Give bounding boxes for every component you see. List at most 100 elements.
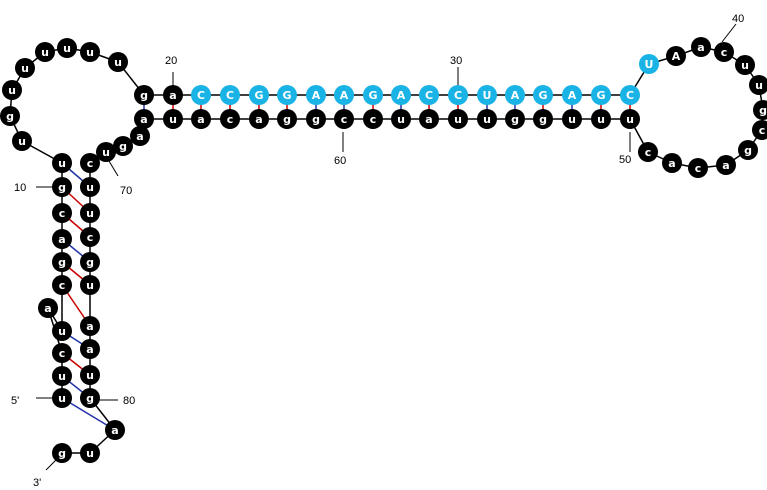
- nucleotide-letter: c: [227, 113, 234, 126]
- nucleotide-circle: [277, 85, 297, 105]
- nucleotide-letter: g: [86, 392, 94, 405]
- label-80: 80: [123, 395, 135, 407]
- nucleotide-28: G: [363, 85, 383, 105]
- nucleotide-letter: u: [454, 113, 462, 126]
- label-60: 60: [334, 155, 346, 167]
- nucleotide-circle: [163, 109, 183, 129]
- nucleotide-circle: [191, 109, 211, 129]
- nucleotide-circle: [52, 388, 72, 408]
- nucleotide-letter: A: [397, 89, 406, 102]
- nucleotide-circle: [620, 109, 640, 129]
- nucleotide-13: g: [0, 106, 20, 126]
- nucleotide-letter: A: [312, 89, 321, 102]
- nucleotide-circle: [662, 153, 682, 173]
- nucleotide-circle: [96, 142, 116, 162]
- nucleotide-79: a: [80, 339, 100, 359]
- nucleotide-circle: [80, 388, 100, 408]
- tick-40: [721, 23, 737, 43]
- base-pair-layer: [61, 95, 631, 431]
- nucleotide-letter: a: [668, 157, 675, 170]
- nucleotide-letter: u: [86, 369, 94, 382]
- nucleotide-letter: u: [86, 46, 94, 59]
- nucleotide-45: c: [752, 120, 767, 140]
- nucleotide-73: u: [80, 177, 100, 197]
- nucleotide-circle: [735, 55, 755, 75]
- nucleotide-letter: u: [8, 84, 16, 97]
- nucleotide-31: C: [448, 85, 468, 105]
- nucleotide-letter: C: [626, 89, 634, 102]
- nucleotide-34: G: [533, 85, 553, 105]
- nucleotide-46: g: [738, 140, 758, 160]
- nucleotide-circle: [113, 136, 133, 156]
- nucleotide-18: u: [80, 42, 100, 62]
- nucleotide-72: c: [80, 153, 100, 173]
- nucleotide-56: u: [477, 109, 497, 129]
- nucleotide-10: g: [52, 177, 72, 197]
- nucleotide-letter: a: [140, 113, 147, 126]
- nucleotide-letter: C: [197, 89, 205, 102]
- nucleotide-4: a: [38, 298, 58, 318]
- nucleotide-letter: a: [169, 89, 176, 102]
- nucleotide-19: u: [108, 52, 128, 72]
- nucleotide-circle: [391, 109, 411, 129]
- nucleotide-circle: [12, 131, 32, 151]
- nucleotide-letter: g: [511, 113, 519, 126]
- label-10: 10: [14, 182, 26, 194]
- nucleotide-letter: g: [86, 256, 94, 269]
- nucleotide-63: g: [277, 109, 297, 129]
- nucleotide-23: C: [220, 85, 240, 105]
- nucleotide-letter: a: [697, 41, 704, 54]
- nucleotide-29: A: [391, 85, 411, 105]
- nucleotide-circle: [2, 80, 22, 100]
- nucleotide-letter: c: [645, 146, 652, 159]
- nucleotide-80: u: [80, 365, 100, 385]
- nucleotide-41: c: [714, 42, 734, 62]
- nucleotide-circle: [35, 42, 55, 62]
- nucleotide-circle: [220, 109, 240, 129]
- nucleotide-letter: u: [626, 113, 634, 126]
- nucleotide-circle: [105, 420, 125, 440]
- nucleotide-20: g: [134, 85, 154, 105]
- nucleotide-26: A: [306, 85, 326, 105]
- nucleotide-letter: G: [538, 89, 547, 102]
- nucleotide-55: g: [505, 109, 525, 129]
- nucleotide-circle: [688, 158, 708, 178]
- nucleotide-circle: [57, 38, 77, 58]
- nucleotide-circle: [52, 153, 72, 173]
- nucleotide-5: u: [52, 321, 72, 341]
- nucleotide-62: g: [306, 109, 326, 129]
- nucleotide-letter: a: [58, 233, 65, 246]
- nucleotide-36: G: [591, 85, 611, 105]
- nucleotide-letter: c: [759, 124, 766, 137]
- nucleotide-67: u: [163, 109, 183, 129]
- nucleotide-letter: g: [58, 181, 66, 194]
- nucleotide-circle: [533, 109, 553, 129]
- label-5prime: 5': [11, 395, 19, 407]
- nucleotide-circle: [691, 37, 711, 57]
- nucleotide-letter: U: [483, 89, 492, 102]
- nucleotide-circle: [191, 85, 211, 105]
- nucleotide-60: c: [363, 109, 383, 129]
- nucleotide-circle: [80, 42, 100, 62]
- label-70: 70: [120, 185, 132, 197]
- nucleotide-letter: g: [58, 447, 66, 460]
- nucleotide-39: A: [666, 46, 686, 66]
- nucleotide-circle: [505, 109, 525, 129]
- nucleotide-8: a: [52, 229, 72, 249]
- nucleotide-letter: a: [86, 320, 93, 333]
- nucleotide-circle: [52, 275, 72, 295]
- nucleotide-letter: u: [58, 392, 66, 405]
- nucleotide-letter: g: [283, 113, 291, 126]
- nucleotide-circle: [52, 366, 72, 386]
- nucleotide-33: A: [505, 85, 525, 105]
- nucleotide-circle: [419, 109, 439, 129]
- nucleotide-circle: [306, 109, 326, 129]
- nucleotide-circle: [448, 109, 468, 129]
- label-40: 40: [732, 13, 744, 25]
- nucleotide-letter: G: [368, 89, 377, 102]
- nucleotide-circle: [334, 109, 354, 129]
- nucleotide-letter: G: [254, 89, 263, 102]
- nucleotide-letter: u: [86, 181, 94, 194]
